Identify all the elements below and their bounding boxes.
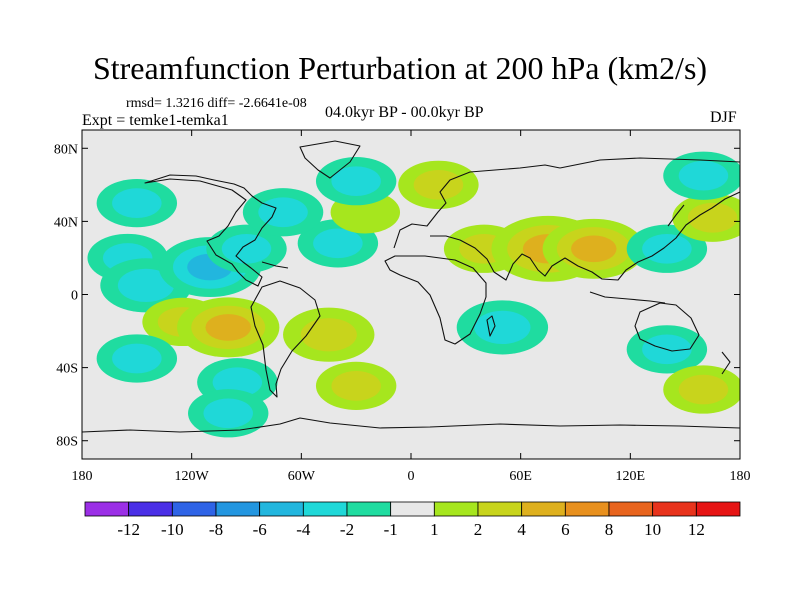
field-contour-15-1 bbox=[203, 398, 253, 429]
colorbar-label: 10 bbox=[644, 520, 661, 539]
x-tick-label: 60E bbox=[509, 469, 532, 484]
colorbar-swatch bbox=[390, 501, 435, 517]
field-contour-6-1 bbox=[258, 197, 308, 228]
colorbar-swatch bbox=[128, 501, 173, 517]
field-contour-12-1 bbox=[112, 343, 162, 374]
coastline-antarctica bbox=[82, 417, 740, 433]
x-tick-label: 120E bbox=[616, 469, 646, 484]
field-contour-22-1 bbox=[687, 202, 738, 233]
colorbar-label: -8 bbox=[209, 520, 223, 539]
colorbar-swatch bbox=[346, 501, 392, 517]
period-label: 04.0kyr BP - 00.0kyr BP bbox=[325, 104, 484, 121]
colorbar-swatch bbox=[433, 501, 479, 517]
axes: 80N 40N 0 40S 80S 180 120W 60W 0 60E 120E 180 bbox=[54, 130, 751, 484]
coastline-madagascar bbox=[486, 315, 496, 337]
stats-text: rmsd= 1.3216 diff= -2.6641e-08 bbox=[126, 96, 307, 111]
y-tick-label: 80N bbox=[54, 142, 78, 157]
colorbar-label: -1 bbox=[384, 520, 398, 539]
colorbar-label: -2 bbox=[340, 520, 354, 539]
colorbar-label: 2 bbox=[474, 520, 483, 539]
coastline-greenland bbox=[299, 140, 361, 179]
colorbar-swatch bbox=[215, 501, 261, 517]
colorbar: -12 -10 -8 -6 -4 -2 -1 1 2 4 6 8 10 12 bbox=[84, 501, 741, 539]
field-contour-2-1 bbox=[117, 268, 175, 303]
colorbar-label: -12 bbox=[117, 520, 140, 539]
coastline-australia bbox=[634, 302, 700, 352]
x-tick-label: 0 bbox=[408, 469, 415, 484]
coastline-new-zealand bbox=[721, 351, 731, 375]
coastlines bbox=[82, 140, 740, 433]
colorbar-label: 6 bbox=[561, 520, 570, 539]
colorbar-swatch bbox=[259, 501, 304, 517]
y-tick-label: 40S bbox=[56, 362, 78, 377]
coastline-caribbean bbox=[261, 261, 289, 269]
field-contour-5-1 bbox=[313, 228, 363, 259]
field-contour-25-1 bbox=[678, 374, 729, 405]
colorbar-label: 1 bbox=[430, 520, 439, 539]
field-contour-4-1 bbox=[221, 233, 272, 264]
colorbar-swatch bbox=[84, 501, 130, 517]
colorbar-swatch bbox=[302, 501, 348, 517]
x-tick-label: 180 bbox=[72, 469, 93, 484]
y-tick-label: 0 bbox=[71, 289, 78, 304]
x-tick-label: 60W bbox=[288, 469, 316, 484]
colorbar-label: -4 bbox=[296, 520, 311, 539]
x-tick-label: 120W bbox=[175, 469, 210, 484]
colorbar-label: -6 bbox=[253, 520, 267, 539]
colorbar-swatch bbox=[171, 501, 217, 517]
field-contour-8-1 bbox=[331, 166, 381, 197]
experiment-label: Expt = temke1-temka1 bbox=[82, 112, 229, 129]
colorbar-swatch bbox=[521, 501, 566, 517]
colorbar-label: 8 bbox=[605, 520, 614, 539]
colorbar-label: -10 bbox=[161, 520, 184, 539]
colorbar-swatch bbox=[477, 501, 523, 517]
figure-title: Streamfunction Perturbation at 200 hPa (… bbox=[92, 50, 708, 86]
field-contour-10-2 bbox=[205, 314, 251, 341]
colorbar-label: 4 bbox=[517, 520, 526, 539]
coastline-south-america bbox=[250, 280, 321, 398]
field-contour-16-1 bbox=[413, 169, 464, 200]
field-layer bbox=[87, 151, 740, 438]
x-tick-label: 180 bbox=[730, 469, 751, 484]
season-label: DJF bbox=[710, 109, 737, 126]
colorbar-swatch bbox=[608, 501, 654, 517]
coastline-japan bbox=[667, 204, 685, 227]
field-contour-21-1 bbox=[642, 233, 692, 264]
colorbar-swatch bbox=[695, 501, 741, 517]
coastline-africa bbox=[384, 255, 487, 345]
field-contour-14-1 bbox=[331, 371, 381, 401]
field-contour-20-1 bbox=[474, 310, 531, 345]
y-tick-label: 40N bbox=[54, 215, 78, 230]
y-tick-label: 80S bbox=[56, 435, 78, 450]
field-contour-0-1 bbox=[112, 188, 162, 218]
colorbar-swatch bbox=[652, 501, 697, 517]
coastline-europe bbox=[393, 164, 561, 249]
coastline-north-america bbox=[144, 174, 277, 287]
field-contour-19-2 bbox=[571, 235, 617, 263]
field-contour-23-1 bbox=[678, 160, 729, 191]
colorbar-label: 12 bbox=[688, 520, 705, 539]
field-contour-11-1 bbox=[300, 318, 357, 352]
coastline-indonesia bbox=[589, 291, 666, 304]
colorbar-swatch bbox=[564, 501, 610, 517]
coastline-asia bbox=[430, 157, 740, 281]
